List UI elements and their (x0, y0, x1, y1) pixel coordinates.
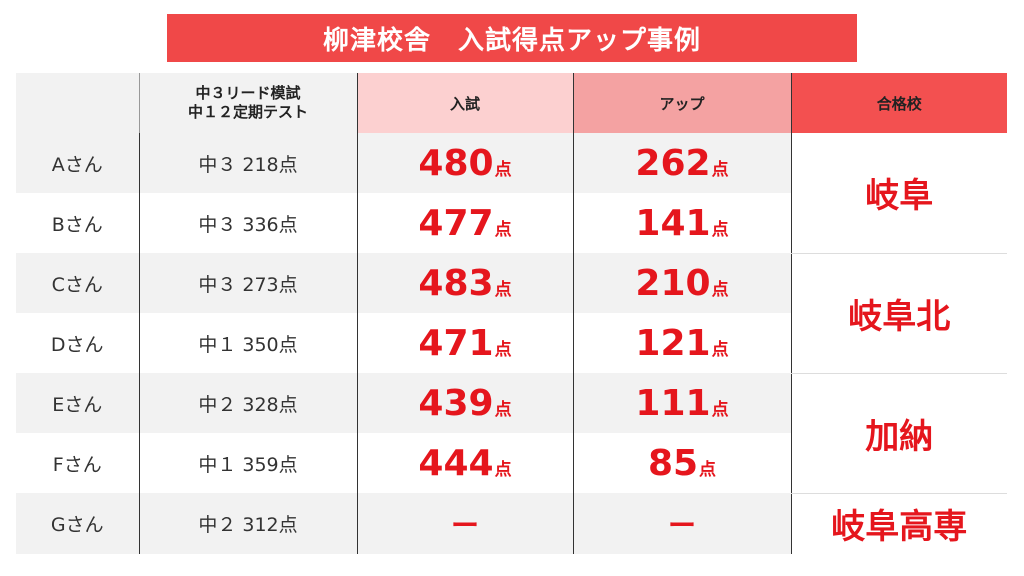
student-name: Fさん (16, 433, 139, 493)
header-school: 合格校 (790, 73, 1007, 133)
school-cell-2: 岐阜北 (790, 253, 1007, 374)
prior-test-score: 中１ 350点 (138, 313, 357, 373)
student-name: Gさん (16, 493, 139, 554)
prior-test-score: 中１ 359点 (138, 433, 357, 493)
header-row: 中３リード模試 中１２定期テスト 入試 アップ 合格校 (16, 73, 1007, 133)
score-increase: ー (572, 493, 791, 554)
unit-label: 点 (494, 459, 512, 480)
exam-score-value: 444 (418, 442, 494, 484)
score-increase: 262点 (572, 133, 791, 193)
unit-label: 点 (494, 159, 512, 180)
school-cell-1: 岐阜 (790, 133, 1007, 254)
student-name: Bさん (16, 193, 139, 253)
prior-test-score: 中３ 273点 (138, 253, 357, 313)
score-increase: 141点 (572, 193, 791, 253)
school-cell-3: 加納 (790, 373, 1007, 494)
header-test: 中３リード模試 中１２定期テスト (138, 73, 357, 133)
header-test-line1: 中３リード模試 (195, 84, 301, 102)
exam-score: 480点 (356, 133, 573, 193)
table-row: Eさん 中２ 328点 439点 111点 加納 (16, 373, 1007, 494)
exam-score: 439点 (356, 373, 573, 433)
header-test-line2: 中１２定期テスト (187, 103, 308, 121)
score-increase: 111点 (572, 373, 791, 433)
score-increase-value: 85 (647, 442, 699, 484)
exam-score-value: 477 (418, 202, 494, 244)
score-increase: 210点 (572, 253, 791, 313)
score-increase-value: 141 (635, 202, 711, 244)
unit-label: 点 (711, 339, 729, 360)
unit-label: 点 (711, 399, 729, 420)
score-increase-value: 111 (635, 382, 711, 424)
prior-test-score: 中２ 312点 (138, 493, 357, 554)
header-up: アップ (572, 73, 791, 133)
prior-test-score: 中２ 328点 (138, 373, 357, 433)
table-row: Bさん 中３ 336点 477点 141点 (16, 193, 1007, 253)
exam-score: 477点 (356, 193, 573, 253)
unit-label: 点 (711, 219, 729, 240)
table-row: Fさん 中１ 359点 444点 85点 (16, 433, 1007, 493)
unit-label: 点 (711, 279, 729, 300)
unit-label: 点 (699, 459, 717, 480)
exam-score: 444点 (356, 433, 573, 493)
results-table: 中３リード模試 中１２定期テスト 入試 アップ 合格校 Aさん 中３ 218点 … (16, 73, 1007, 554)
header-name (16, 73, 140, 133)
prior-test-score: 中３ 336点 (138, 193, 357, 253)
score-increase-value: ー (667, 508, 696, 542)
page-title: 柳津校舎 入試得点アップ事例 (167, 14, 857, 62)
exam-score-value: 439 (418, 382, 494, 424)
table-row: Aさん 中３ 218点 480点 262点 岐阜 (16, 133, 1007, 254)
exam-score-value: 480 (418, 142, 494, 184)
exam-score: 471点 (356, 313, 573, 373)
score-increase-value: 121 (635, 322, 711, 364)
student-name: Dさん (16, 313, 139, 373)
school-cell-4: 岐阜高専 (790, 493, 1007, 554)
score-increase: 85点 (572, 433, 791, 493)
student-name: Cさん (16, 253, 139, 313)
table-row: Dさん 中１ 350点 471点 121点 (16, 313, 1007, 373)
unit-label: 点 (494, 219, 512, 240)
unit-label: 点 (711, 159, 729, 180)
exam-score: ー (356, 493, 573, 554)
header-exam: 入試 (356, 73, 573, 133)
unit-label: 点 (494, 279, 512, 300)
score-increase-value: 262 (635, 142, 711, 184)
prior-test-score: 中３ 218点 (138, 133, 357, 193)
student-name: Eさん (16, 373, 139, 433)
score-increase: 121点 (572, 313, 791, 373)
exam-score-value: 471 (418, 322, 494, 364)
student-name: Aさん (16, 133, 139, 193)
unit-label: 点 (494, 339, 512, 360)
unit-label: 点 (494, 399, 512, 420)
exam-score-value: 483 (418, 262, 494, 304)
exam-score: 483点 (356, 253, 573, 313)
table-row: Cさん 中３ 273点 483点 210点 岐阜北 (16, 253, 1007, 374)
exam-score-value: ー (450, 508, 479, 542)
table-row: Gさん 中２ 312点 ー ー 岐阜高専 (16, 493, 1007, 554)
score-increase-value: 210 (635, 262, 711, 304)
